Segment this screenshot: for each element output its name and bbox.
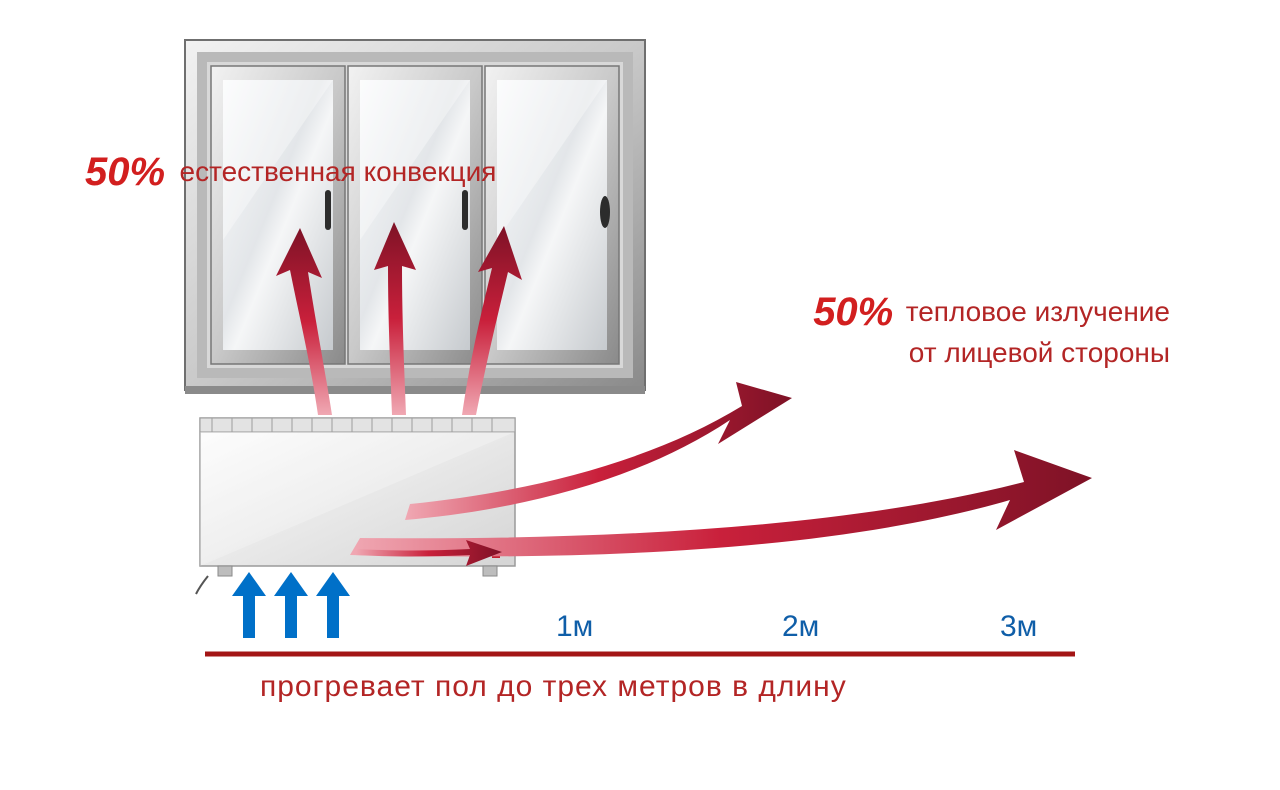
radiation-label: 50% тепловое излучение от лицевой сторон… [690,290,1170,369]
scale-mark-3: 3м [1000,610,1037,644]
radiation-pct: 50% [813,290,893,334]
floor-caption: прогревает пол до трех метров в длину [260,670,847,704]
radiation-line1: тепловое излучение [906,296,1170,327]
air-intake-arrows [232,572,350,638]
convection-label: 50% естественная конвекция [85,150,496,195]
convection-pct: 50% [85,150,165,194]
scale-mark-1: 1м [556,610,593,644]
scale-mark-2: 2м [782,610,819,644]
convection-text: естественная конвекция [180,156,497,187]
radiation-line2: от лицевой стороны [690,337,1170,369]
diagram-stage: 50% естественная конвекция 50% тепловое … [0,0,1280,790]
